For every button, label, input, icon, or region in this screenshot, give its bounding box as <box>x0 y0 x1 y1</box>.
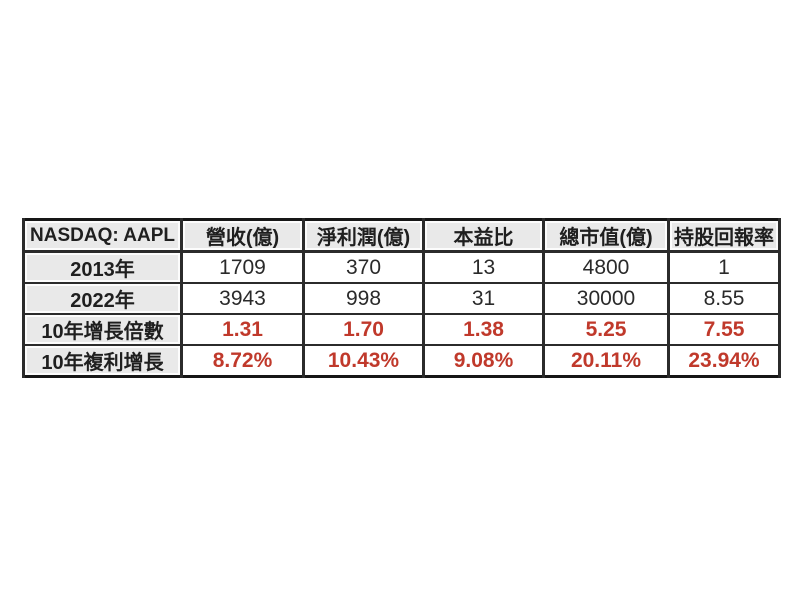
metrics-table: NASDAQ: AAPL 營收(億) 淨利潤(億) 本益比 總市值(億) 持股回… <box>22 218 781 378</box>
data-cell-red: 9.08% <box>422 344 545 378</box>
row-label-2013: 2013年 <box>22 250 183 284</box>
row-label-2022: 2022年 <box>22 282 183 315</box>
corner-cell-ticker: NASDAQ: AAPL <box>22 218 183 253</box>
data-cell-red: 5.25 <box>542 313 670 346</box>
header-cell-market-cap: 總市值(億) <box>542 218 670 253</box>
data-cell: 3943 <box>180 282 305 315</box>
data-cell: 4800 <box>542 250 670 284</box>
data-cell-red: 20.11% <box>542 344 670 378</box>
row-label-growth-multiple: 10年增長倍數 <box>22 313 183 346</box>
header-row: NASDAQ: AAPL 營收(億) 淨利潤(億) 本益比 總市值(億) 持股回… <box>22 218 781 253</box>
data-cell-red: 7.55 <box>667 313 781 346</box>
table-row-2022: 2022年 3943 998 31 30000 8.55 <box>22 282 781 315</box>
data-cell-red: 23.94% <box>667 344 781 378</box>
data-cell-red: 8.72% <box>180 344 305 378</box>
header-cell-pe-ratio: 本益比 <box>422 218 545 253</box>
header-cell-revenue: 營收(億) <box>180 218 305 253</box>
row-label-cagr: 10年複利增長 <box>22 344 183 378</box>
data-cell: 31 <box>422 282 545 315</box>
data-cell: 1709 <box>180 250 305 284</box>
data-cell: 370 <box>302 250 425 284</box>
data-cell: 30000 <box>542 282 670 315</box>
data-cell-red: 10.43% <box>302 344 425 378</box>
data-cell: 998 <box>302 282 425 315</box>
data-cell: 8.55 <box>667 282 781 315</box>
data-cell: 13 <box>422 250 545 284</box>
data-cell-red: 1.38 <box>422 313 545 346</box>
table-row-2013: 2013年 1709 370 13 4800 1 <box>22 250 781 284</box>
table-row-growth-multiple: 10年增長倍數 1.31 1.70 1.38 5.25 7.55 <box>22 313 781 346</box>
header-cell-net-profit: 淨利潤(億) <box>302 218 425 253</box>
aapl-metrics-table: NASDAQ: AAPL 營收(億) 淨利潤(億) 本益比 總市值(億) 持股回… <box>22 218 781 378</box>
data-cell-red: 1.31 <box>180 313 305 346</box>
header-cell-holding-return: 持股回報率 <box>667 218 781 253</box>
table-row-cagr: 10年複利增長 8.72% 10.43% 9.08% 20.11% 23.94% <box>22 344 781 378</box>
data-cell-red: 1.70 <box>302 313 425 346</box>
data-cell: 1 <box>667 250 781 284</box>
